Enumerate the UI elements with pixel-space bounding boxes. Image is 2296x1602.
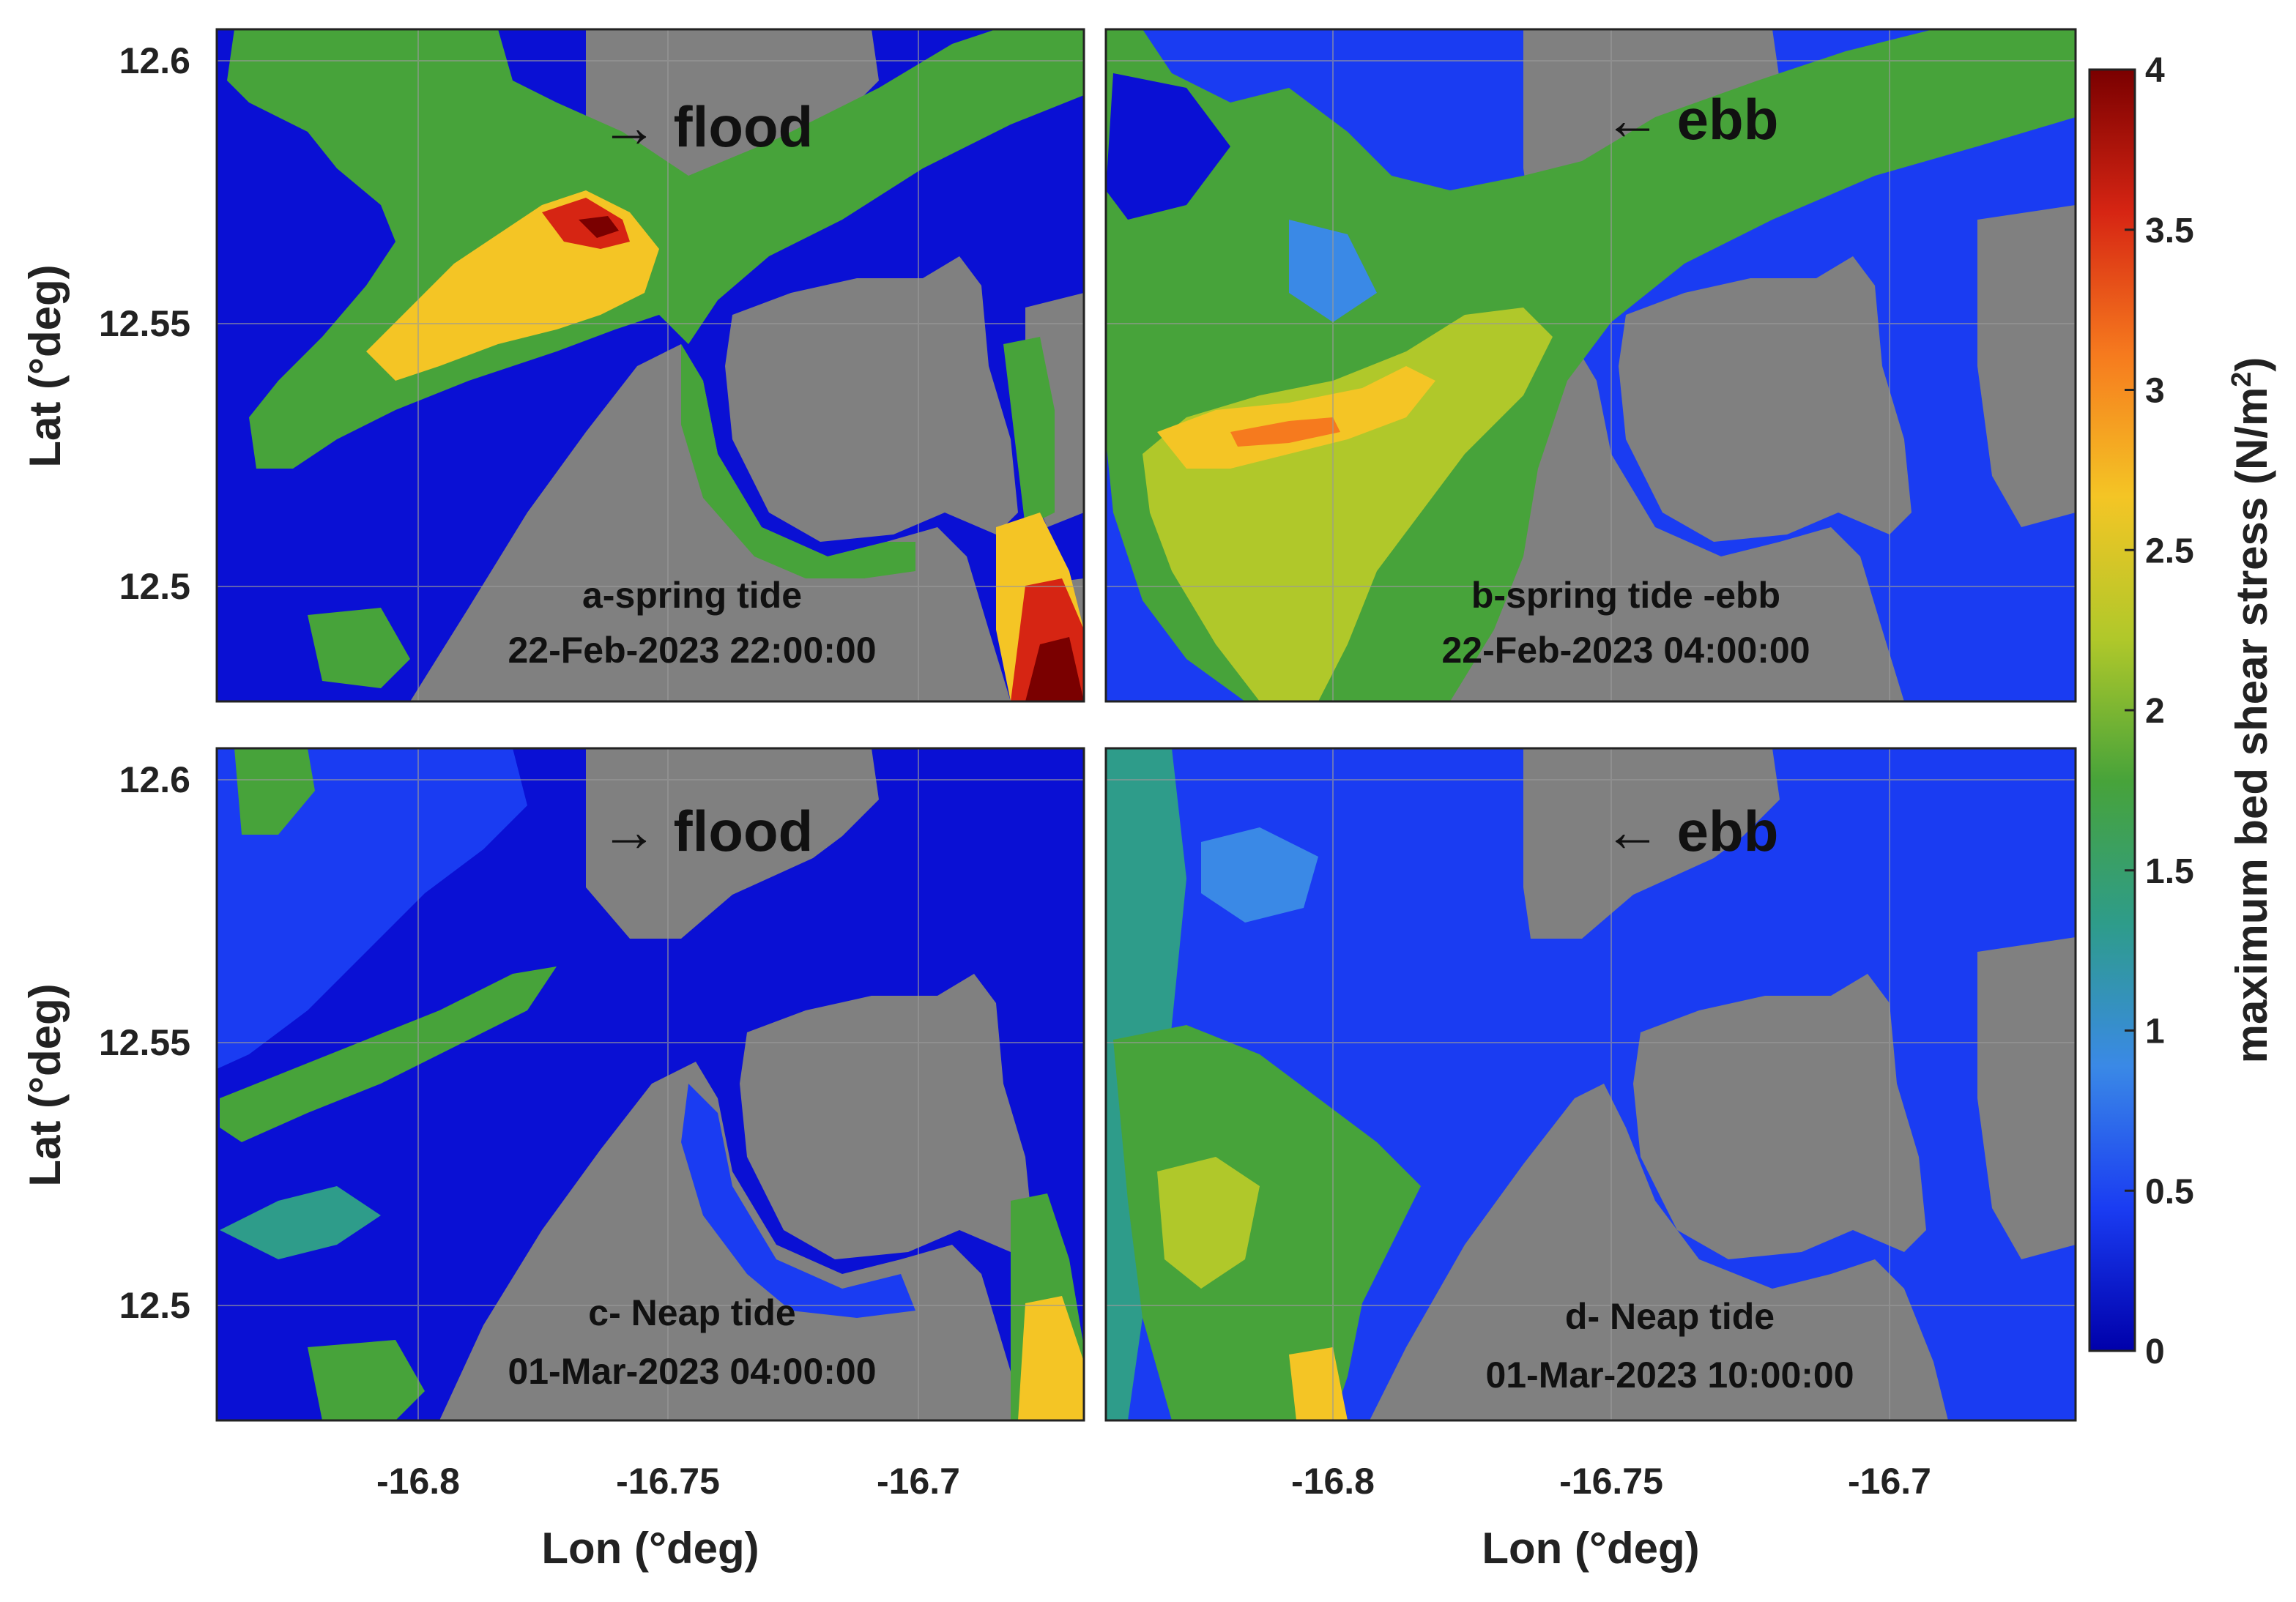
stress-zones xyxy=(217,748,1084,1420)
grid xyxy=(217,748,1084,1420)
xtick-c-2: -16.7 xyxy=(877,1461,960,1502)
panel-a-subtitle: 22-Feb-2023 22:00:00 xyxy=(508,630,876,671)
xtick-c-1: -16.75 xyxy=(616,1461,720,1502)
panel-a xyxy=(217,29,1084,701)
panel-a-direction: → flood xyxy=(601,94,813,159)
grid xyxy=(217,29,1084,701)
panel-b-direction: ← ebb xyxy=(1604,87,1778,152)
panel-a-title: a-spring tide xyxy=(582,575,802,616)
panel-c-subtitle: 01-Mar-2023 04:00:00 xyxy=(508,1351,876,1392)
colorbar-ticks: 0 0.5 1 1.5 2 2.5 3 3.5 4 xyxy=(2125,51,2194,1371)
colorbar-tick-label: 4 xyxy=(2145,51,2165,90)
panel-d xyxy=(1106,748,2076,1420)
land-masses xyxy=(217,748,1033,1420)
colorbar-tick-label: 0 xyxy=(2145,1333,2165,1371)
ytick-a-1: 12.55 xyxy=(99,303,190,344)
panel-d-title: d- Neap tide xyxy=(1565,1296,1775,1337)
stress-zones xyxy=(227,29,1084,701)
colorbar-tick-label: 3 xyxy=(2145,372,2165,411)
xlabel-right: Lon (°deg) xyxy=(1482,1524,1699,1573)
panel-c-frame xyxy=(215,747,1085,1422)
xtick-c-0: -16.8 xyxy=(376,1461,460,1502)
panel-b-subtitle: 22-Feb-2023 04:00:00 xyxy=(1441,630,1810,671)
panel-c xyxy=(217,748,1084,1420)
panel-c-direction: → flood xyxy=(601,799,813,863)
colorbar-label-superscript: 2 xyxy=(2226,372,2257,387)
xtick-d-1: -16.75 xyxy=(1559,1461,1663,1502)
colorbar-label-end: ) xyxy=(2227,357,2276,372)
grid xyxy=(1106,748,2076,1420)
colorbar-tick-label: 2 xyxy=(2145,692,2165,731)
ylabel-bottom: Lat (°deg) xyxy=(21,983,70,1186)
ytick-a-2: 12.5 xyxy=(119,566,190,607)
ytick-c-1: 12.55 xyxy=(99,1022,190,1063)
colorbar-label: maximum bed shear stress (N/m2) xyxy=(2226,357,2276,1064)
colorbar-tick-label: 3.5 xyxy=(2145,212,2194,250)
panel-d-subtitle: 01-Mar-2023 10:00:00 xyxy=(1485,1355,1854,1396)
stress-zones xyxy=(1106,748,1421,1420)
ytick-a-0: 12.6 xyxy=(119,40,190,81)
colorbar-label-main: maximum bed shear stress (N/m xyxy=(2227,387,2276,1064)
panel-a-frame xyxy=(215,28,1085,703)
ylabel-top: Lat (°deg) xyxy=(21,264,70,467)
ytick-c-0: 12.6 xyxy=(119,759,190,800)
xtick-d-0: -16.8 xyxy=(1291,1461,1375,1502)
grid xyxy=(1106,29,2076,701)
xlabel-left: Lon (°deg) xyxy=(541,1524,759,1573)
panel-d-frame xyxy=(1104,747,2077,1422)
ytick-c-2: 12.5 xyxy=(119,1285,190,1326)
panel-b-title: b-spring tide -ebb xyxy=(1471,575,1780,616)
colorbar-tick-label: 2.5 xyxy=(2145,532,2194,570)
panel-b xyxy=(1106,29,2076,701)
colorbar-tick-label: 1.5 xyxy=(2145,852,2194,891)
colorbar-tick-label: 0.5 xyxy=(2145,1172,2194,1211)
land-masses xyxy=(1370,748,2076,1420)
panel-c-title: c- Neap tide xyxy=(588,1292,795,1333)
xtick-d-2: -16.7 xyxy=(1848,1461,1931,1502)
panel-b-frame xyxy=(1104,28,2077,703)
colorbar-tick-label: 1 xyxy=(2145,1013,2165,1051)
panel-d-direction: ← ebb xyxy=(1604,799,1778,863)
